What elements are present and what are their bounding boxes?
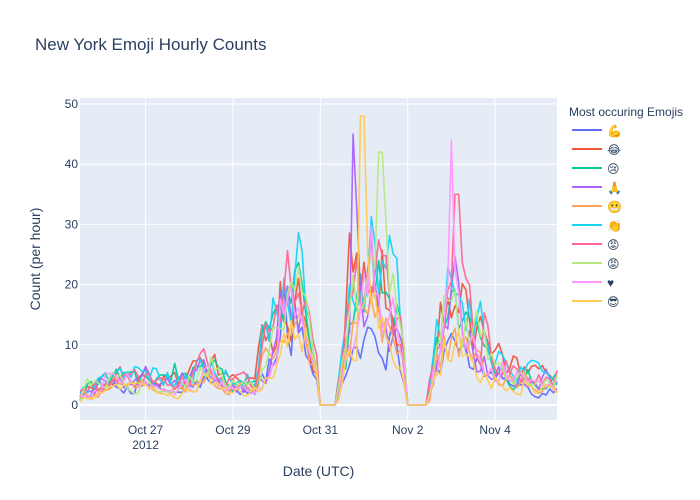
x-tick-label: Nov 4: [479, 423, 511, 437]
x-tick-label: Oct 29: [215, 423, 251, 437]
plot-background: [80, 98, 557, 420]
legend-item[interactable]: 👏: [572, 219, 622, 233]
legend-item[interactable]: ♥: [572, 276, 614, 290]
legend-title: Most occuring Emojis: [569, 105, 683, 119]
legend-item[interactable]: 😂: [572, 143, 621, 157]
y-tick-label: 30: [65, 217, 79, 231]
x-tick-sublabel: 2012: [132, 438, 159, 452]
legend-label: 👏: [607, 219, 622, 233]
y-tick-label: 0: [71, 398, 78, 412]
legend-label: 😬: [607, 200, 622, 214]
y-tick-label: 20: [65, 278, 79, 292]
y-axis-ticks: 0 10 20 30 40 50: [65, 97, 79, 412]
legend-label: ♥: [607, 276, 614, 290]
x-axis-title: Date (UTC): [283, 463, 355, 479]
legend-label: 😎: [607, 295, 620, 309]
chart-title: New York Emoji Hourly Counts: [35, 35, 266, 54]
legend-item[interactable]: 💪: [572, 124, 622, 138]
legend-label: 😡: [607, 238, 620, 252]
series-lines: [79, 115, 558, 406]
legend-label: 💪: [607, 124, 622, 138]
legend-label: 🙏: [607, 181, 622, 195]
legend-item[interactable]: 😡: [572, 257, 620, 271]
y-tick-label: 50: [65, 97, 79, 111]
y-tick-label: 40: [65, 157, 79, 171]
x-tick-label: Nov 2: [392, 423, 424, 437]
legend: Most occuring Emojis 💪 😂 😢 🙏 😬 👏 😡 😡 ♥ 😎: [569, 105, 683, 309]
legend-item[interactable]: 🙏: [572, 181, 622, 195]
legend-item[interactable]: 😬: [572, 200, 622, 214]
legend-label: 😢: [607, 162, 620, 176]
legend-item[interactable]: 😢: [572, 162, 620, 176]
y-axis-title: Count (per hour): [27, 208, 43, 311]
legend-label: 😡: [607, 257, 620, 271]
x-tick-label: Oct 31: [303, 423, 339, 437]
series-line: [79, 115, 558, 406]
legend-item[interactable]: 😎: [572, 295, 620, 309]
y-tick-label: 10: [65, 338, 79, 352]
legend-label: 😂: [607, 143, 621, 157]
x-tick-label: Oct 27: [128, 423, 164, 437]
legend-item[interactable]: 😡: [572, 238, 620, 252]
